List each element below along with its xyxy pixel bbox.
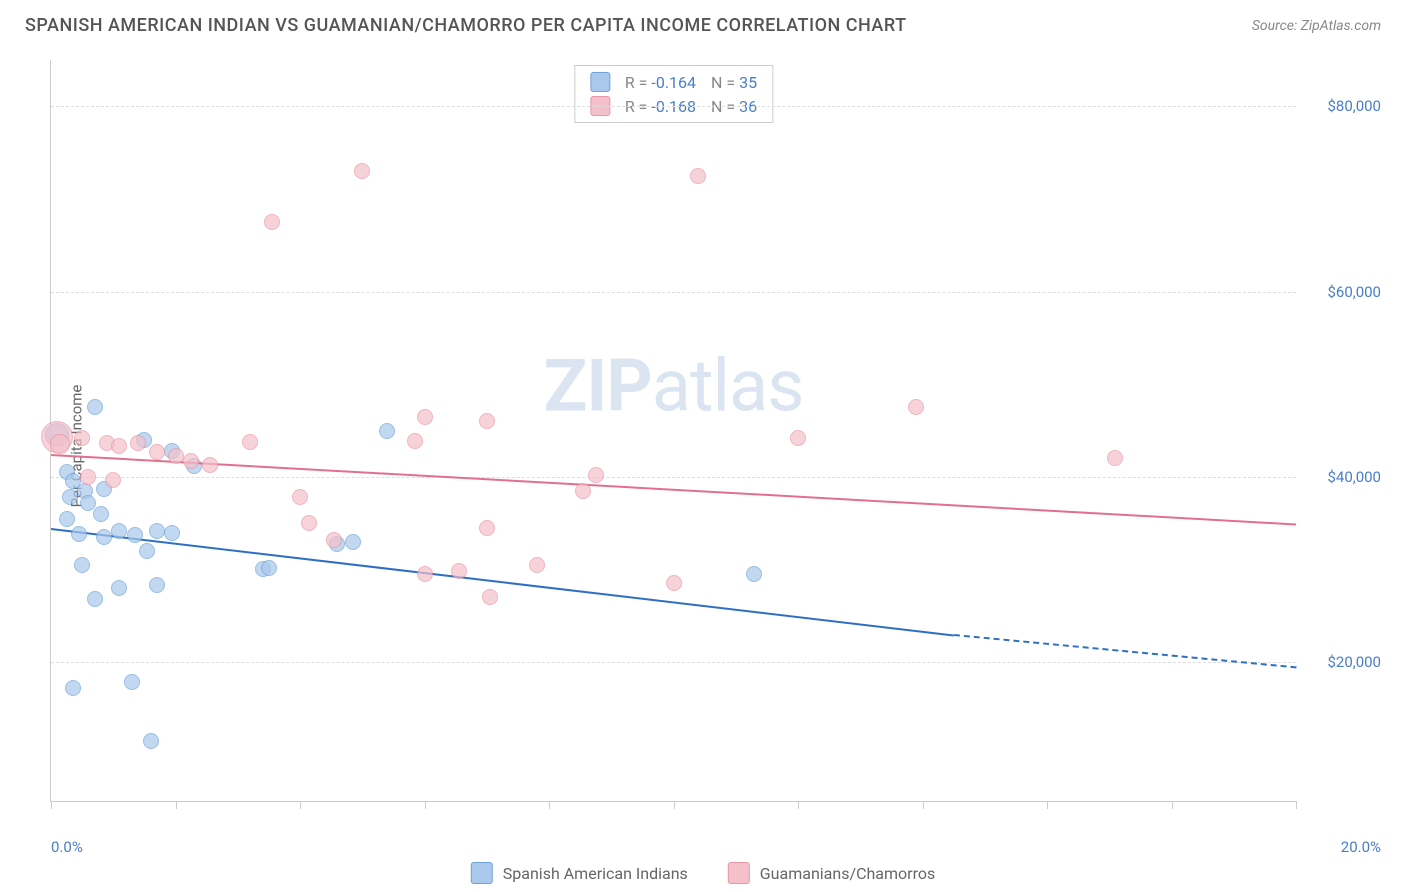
x-tick: [51, 801, 52, 809]
y-tick-label: $60,000: [1306, 283, 1381, 301]
data-point: [149, 444, 165, 460]
x-tick: [300, 801, 301, 809]
data-point: [666, 575, 682, 591]
data-point: [301, 515, 317, 531]
data-point: [588, 467, 604, 483]
x-tick: [923, 801, 924, 809]
x-tick: [1296, 801, 1297, 809]
chart-container: Per Capita Income ZIPatlas R = -0.164N =…: [50, 60, 1386, 832]
stats-row: R = -0.164N = 35: [590, 72, 757, 92]
gridline: [51, 292, 1296, 293]
stats-swatch: [590, 72, 610, 92]
x-tick: [798, 801, 799, 809]
data-point: [326, 532, 342, 548]
data-point: [790, 430, 806, 446]
data-point: [87, 591, 103, 607]
data-point: [417, 566, 433, 582]
correlation-stats-box: R = -0.164N = 35R = -0.168N = 36: [574, 65, 773, 123]
data-point: [202, 457, 218, 473]
data-point: [451, 563, 467, 579]
data-point: [168, 448, 184, 464]
data-point: [575, 483, 591, 499]
data-point: [529, 557, 545, 573]
data-point: [93, 506, 109, 522]
series-legend: Spanish American Indians Guamanians/Chamo…: [471, 862, 935, 884]
trend-line: [51, 454, 1296, 525]
data-point: [149, 577, 165, 593]
x-axis-start-label: 0.0%: [51, 838, 83, 856]
data-point: [183, 453, 199, 469]
legend-label: Guamanians/Chamorros: [760, 864, 935, 883]
x-tick: [1047, 801, 1048, 809]
watermark: ZIPatlas: [544, 344, 804, 429]
data-point: [908, 399, 924, 415]
data-point: [124, 674, 140, 690]
chart-source: Source: ZipAtlas.com: [1252, 18, 1381, 34]
data-point: [482, 589, 498, 605]
data-point: [87, 399, 103, 415]
plot-area: ZIPatlas R = -0.164N = 35R = -0.168N = 3…: [50, 60, 1296, 802]
data-point: [96, 529, 112, 545]
data-point: [379, 423, 395, 439]
data-point: [59, 511, 75, 527]
x-tick: [1172, 801, 1173, 809]
data-point: [105, 472, 121, 488]
data-point: [143, 733, 159, 749]
data-point: [130, 435, 146, 451]
n-value: 35: [739, 73, 757, 92]
data-point: [111, 580, 127, 596]
x-tick: [674, 801, 675, 809]
trend-line: [51, 528, 954, 637]
gridline: [51, 106, 1296, 107]
data-point: [149, 523, 165, 539]
data-point: [242, 434, 258, 450]
y-tick-label: $40,000: [1306, 468, 1381, 486]
data-point: [111, 438, 127, 454]
legend-swatch: [728, 862, 750, 884]
x-tick: [176, 801, 177, 809]
data-point: [746, 566, 762, 582]
data-point: [407, 433, 423, 449]
data-point: [292, 489, 308, 505]
data-point: [354, 163, 370, 179]
data-point: [690, 168, 706, 184]
legend-item: Spanish American Indians: [471, 862, 688, 884]
r-value: -0.164: [651, 73, 696, 92]
data-point: [74, 557, 90, 573]
chart-header: SPANISH AMERICAN INDIAN VS GUAMANIAN/CHA…: [0, 0, 1406, 46]
data-point: [80, 469, 96, 485]
data-point: [139, 543, 155, 559]
data-point: [261, 560, 277, 576]
data-point: [164, 525, 180, 541]
data-point: [71, 526, 87, 542]
x-axis-end-label: 20.0%: [1341, 838, 1381, 856]
trend-line: [954, 634, 1297, 668]
data-point: [479, 520, 495, 536]
data-point: [1107, 450, 1123, 466]
legend-item: Guamanians/Chamorros: [728, 862, 935, 884]
data-point: [127, 527, 143, 543]
data-point: [417, 409, 433, 425]
gridline: [51, 477, 1296, 478]
data-point: [264, 214, 280, 230]
legend-swatch: [471, 862, 493, 884]
data-point: [65, 680, 81, 696]
chart-title: SPANISH AMERICAN INDIAN VS GUAMANIAN/CHA…: [25, 15, 907, 36]
y-tick-label: $20,000: [1306, 653, 1381, 671]
x-tick: [549, 801, 550, 809]
y-tick-label: $80,000: [1306, 97, 1381, 115]
x-tick: [425, 801, 426, 809]
data-point: [74, 430, 90, 446]
data-point: [345, 534, 361, 550]
data-point: [111, 523, 127, 539]
data-point: [50, 434, 70, 454]
data-point: [479, 413, 495, 429]
data-point: [62, 489, 78, 505]
gridline: [51, 662, 1296, 663]
legend-label: Spanish American Indians: [503, 864, 688, 883]
